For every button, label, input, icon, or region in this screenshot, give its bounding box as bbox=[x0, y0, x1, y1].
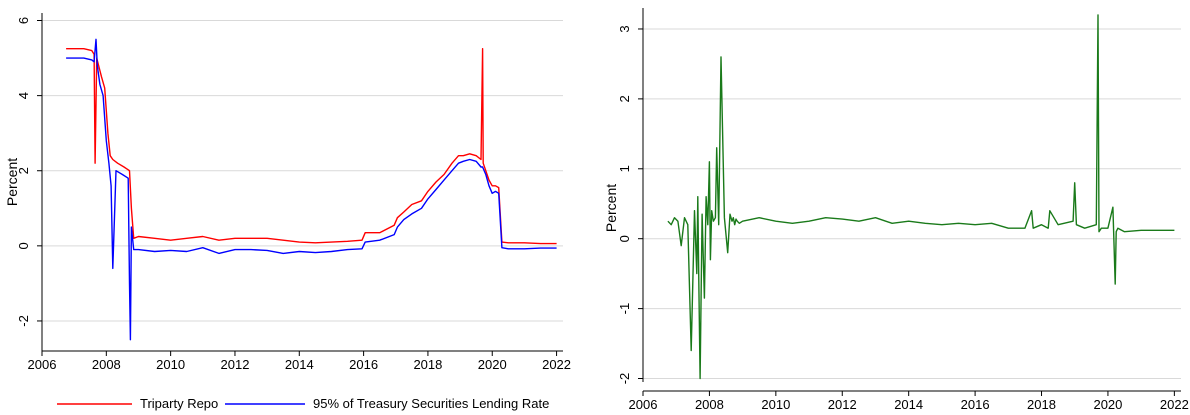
right-x-ticks: 2006 2008 2010 2012 2014 2016 2018 2020 2022 bbox=[629, 391, 1189, 412]
right-chart: -2 -1 0 1 2 3 2006 2008 2010 2012 2014 2016 2018 202… bbox=[603, 8, 1189, 412]
x-tick-label: 2008 bbox=[695, 397, 724, 412]
x-tick-label: 2016 bbox=[349, 357, 378, 372]
x-tick-label: 2014 bbox=[285, 357, 314, 372]
right-y-axis-title: Percent bbox=[603, 184, 619, 232]
y-tick-label: 0 bbox=[617, 235, 632, 242]
left-plot-area bbox=[42, 13, 563, 351]
series-line-1 bbox=[66, 38, 557, 341]
y-tick-label: -2 bbox=[617, 373, 632, 385]
x-tick-label: 2018 bbox=[413, 357, 442, 372]
left-series-lines bbox=[66, 38, 557, 341]
x-tick-label: 2014 bbox=[894, 397, 923, 412]
y-tick-label: 3 bbox=[617, 25, 632, 32]
x-tick-label: 2016 bbox=[961, 397, 990, 412]
x-tick-label: 2010 bbox=[156, 357, 185, 372]
y-tick-label: 1 bbox=[617, 165, 632, 172]
left-y-ticks: -2 0 2 4 6 bbox=[16, 17, 42, 327]
x-tick-label: 2010 bbox=[761, 397, 790, 412]
right-gridlines bbox=[643, 28, 1181, 380]
x-tick-label: 2022 bbox=[1160, 397, 1189, 412]
y-tick-label: 0 bbox=[16, 242, 31, 249]
y-tick-label: 2 bbox=[16, 167, 31, 174]
left-y-axis-title: Percent bbox=[4, 158, 20, 206]
y-tick-label: 2 bbox=[617, 95, 632, 102]
x-tick-label: 2018 bbox=[1027, 397, 1056, 412]
legend-label-treasury-lending: 95% of Treasury Securities Lending Rate bbox=[313, 396, 549, 411]
series-line-0 bbox=[66, 48, 557, 245]
x-tick-label: 2020 bbox=[478, 357, 507, 372]
legend: Triparty Repo 95% of Treasury Securities… bbox=[57, 396, 549, 411]
x-tick-label: 2006 bbox=[629, 397, 658, 412]
y-tick-label: 4 bbox=[16, 92, 31, 99]
right-y-ticks: -2 -1 0 1 2 3 bbox=[617, 25, 643, 384]
x-tick-label: 2012 bbox=[828, 397, 857, 412]
legend-label-triparty-repo: Triparty Repo bbox=[140, 396, 218, 411]
y-tick-label: -2 bbox=[16, 315, 31, 327]
x-tick-label: 2012 bbox=[221, 357, 250, 372]
series-line-0 bbox=[667, 14, 1175, 380]
right-series-lines bbox=[667, 14, 1175, 380]
x-tick-label: 2020 bbox=[1093, 397, 1122, 412]
y-tick-label: 6 bbox=[16, 17, 31, 24]
x-tick-label: 2008 bbox=[92, 357, 121, 372]
left-x-ticks: 2006 2008 2010 2012 2014 2016 2018 2020 2022 bbox=[28, 351, 571, 372]
x-tick-label: 2006 bbox=[28, 357, 57, 372]
right-plot-area bbox=[643, 8, 1181, 382]
x-tick-label: 2022 bbox=[542, 357, 571, 372]
y-tick-label: -1 bbox=[617, 303, 632, 315]
